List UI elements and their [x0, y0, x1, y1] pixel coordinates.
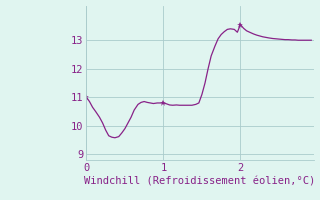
X-axis label: Windchill (Refroidissement éolien,°C): Windchill (Refroidissement éolien,°C) — [84, 177, 316, 187]
